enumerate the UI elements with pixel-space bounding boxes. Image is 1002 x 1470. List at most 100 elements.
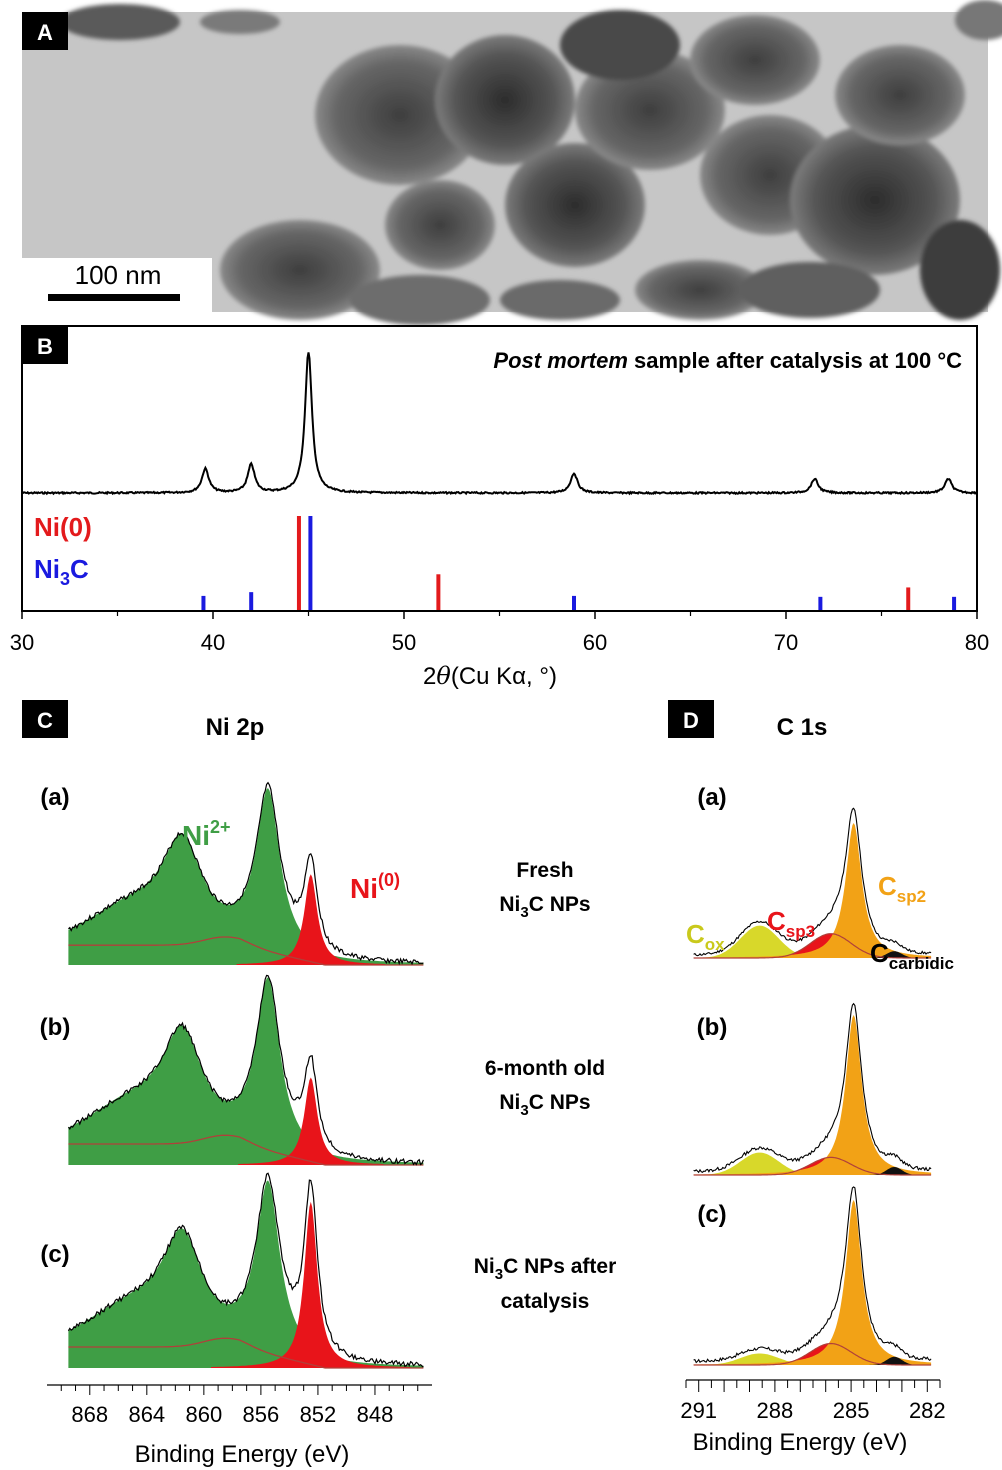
c1s-c-csp3-fill: [693, 1343, 932, 1365]
ni2p-b-background: [68, 1134, 424, 1166]
ni2p-a-ni0-fill: [236, 874, 385, 965]
xrd-tick-label-30: 30: [10, 630, 34, 655]
ni2p-a-ni2-fill: [68, 788, 424, 965]
panel-c-title: Ni 2p: [206, 714, 265, 741]
c-desc-c-line1: Ni3C NPs after: [474, 1255, 617, 1283]
ni2p-tick-label-860: 860: [185, 1402, 222, 1427]
c1s-tick-label-282: 282: [909, 1398, 946, 1423]
c1s-a-cox-fill: [693, 925, 932, 958]
c1s-x-axis-label: Binding Energy (eV): [693, 1429, 908, 1456]
c1s-a-envelope: [693, 807, 932, 957]
csp2-label: Csp2: [878, 871, 926, 906]
panel-b-label-box: [22, 326, 68, 364]
ni2p-a-envelope: [68, 781, 424, 966]
c-desc-a: Fresh Ni3C NPs: [499, 859, 590, 921]
panel-c: C Ni 2p (a) (b) (c) Ni2+ Ni(0) Fresh Ni3…: [22, 700, 616, 1468]
c-desc-b-line2: Ni3C NPs: [499, 1091, 590, 1119]
panel-d-label-box: [668, 700, 714, 738]
ni2p-x-axis-label: Binding Energy (eV): [135, 1441, 350, 1468]
ni2p-x-axis: 868 864 860 856 852 848: [47, 1384, 432, 1427]
xrd-x-axis: 30 40 50 60 70 80: [10, 611, 989, 655]
c1s-tick-label-291: 291: [680, 1398, 717, 1423]
c-row-c-label: (c): [40, 1241, 69, 1268]
c1s-spectrum-c: [693, 1186, 932, 1366]
d-row-c-label: (c): [697, 1201, 726, 1228]
ni2p-tick-label-864: 864: [128, 1402, 165, 1427]
c1s-tick-label-288: 288: [757, 1398, 794, 1423]
c1s-c-csp3-line: [693, 1342, 932, 1366]
panel-b: B Post mortem sample after catalysis at …: [10, 325, 989, 690]
ni2p-tick-label-848: 848: [357, 1402, 394, 1427]
ni2p-b-ni0-fill: [238, 1077, 384, 1165]
c1s-a-csp3-fill: [693, 933, 932, 958]
panel-a-label-box: [22, 12, 68, 50]
xrd-reference-lines: [201, 516, 957, 610]
c-desc-c-line2: catalysis: [501, 1290, 590, 1313]
c1s-tick-label-285: 285: [833, 1398, 870, 1423]
c-desc-a-line2: Ni3C NPs: [499, 893, 590, 921]
panel-b-label: B: [37, 334, 53, 359]
d-row-a-label: (a): [697, 784, 726, 811]
ni2p-spectrum-c: [67, 1172, 424, 1369]
legend-ni0: Ni(0): [34, 512, 92, 542]
c1s-a-csp3-line: [693, 933, 932, 959]
ni2p-tick-label-868: 868: [71, 1402, 108, 1427]
xrd-x-axis-label: 2θ(Cu Kα, °): [423, 662, 557, 690]
c1s-b-csp3-fill: [693, 1157, 932, 1175]
c1s-b-csp3-line: [693, 1156, 932, 1176]
ccarbidic-label: Ccarbidic: [870, 938, 954, 973]
ni2p-c-ni2-fill: [68, 1180, 424, 1368]
c-desc-b-line1: 6-month old: [485, 1057, 605, 1080]
xrd-tick-label-50: 50: [392, 630, 416, 655]
ni2-peak-label: Ni2+: [182, 817, 231, 851]
scale-bar-text: 100 nm: [75, 260, 162, 290]
c1s-c-envelope: [693, 1186, 932, 1364]
c1s-spectrum-a: [693, 807, 932, 959]
xrd-tick-label-70: 70: [774, 630, 798, 655]
scale-bar: [48, 294, 180, 301]
ni2p-b-ni2-fill: [68, 977, 424, 1165]
scale-bar-box: [22, 258, 212, 312]
c1s-b-envelope: [693, 1002, 932, 1174]
xrd-pattern-line: [21, 352, 978, 496]
c1s-b-ccarbidic-fill: [693, 1167, 932, 1175]
c-desc-b: 6-month old Ni3C NPs: [485, 1057, 605, 1119]
tem-nanoparticles: [60, 0, 1002, 325]
xrd-tick-label-60: 60: [583, 630, 607, 655]
cox-label: Cox: [686, 919, 725, 954]
legend-ni3c: Ni3C: [34, 554, 89, 589]
c-row-a-label: (a): [40, 784, 69, 811]
xrd-tick-label-80: 80: [965, 630, 989, 655]
c1s-x-axis: 291 288 285 282: [680, 1379, 946, 1423]
panel-d-label: D: [683, 708, 699, 733]
ni2p-a-background: [68, 936, 424, 966]
panel-a: A 100 nm: [22, 0, 1002, 325]
ni2p-spectrum-a: [68, 781, 424, 966]
ni2p-c-ni0-fill: [211, 1201, 411, 1368]
c1s-b-cox-fill: [693, 1152, 932, 1175]
panel-d: D C 1s (a) (b) (c) Cox Csp3 Csp2 Ccarbid…: [668, 700, 954, 1456]
csp3-label: Csp3: [767, 906, 815, 941]
c-desc-c: Ni3C NPs after catalysis: [474, 1255, 617, 1313]
ni2p-tick-label-856: 856: [243, 1402, 280, 1427]
xrd-tick-label-40: 40: [201, 630, 225, 655]
ni2p-c-envelope: [67, 1172, 424, 1368]
d-row-b-label: (b): [697, 1014, 728, 1041]
c1s-a-ccarbidic-fill: [693, 951, 932, 958]
ni2p-spectrum-b: [67, 974, 424, 1166]
c1s-c-csp2-fill: [693, 1200, 932, 1365]
ni2p-c-background: [68, 1337, 424, 1369]
ni2p-tick-label-852: 852: [300, 1402, 337, 1427]
c-desc-a-line1: Fresh: [516, 859, 573, 882]
ni0-peak-label: Ni(0): [350, 870, 400, 904]
ni2p-b-envelope: [67, 974, 424, 1166]
c1s-spectrum-b: [693, 1002, 932, 1176]
c1s-c-cox-fill: [693, 1353, 932, 1365]
c1s-c-ccarbidic-fill: [693, 1356, 932, 1365]
c-row-b-label: (b): [40, 1014, 71, 1041]
panel-d-title: C 1s: [777, 714, 828, 741]
xrd-title: Post mortem sample after catalysis at 10…: [493, 348, 962, 373]
panel-c-label: C: [37, 708, 53, 733]
panel-a-label: A: [37, 20, 53, 45]
